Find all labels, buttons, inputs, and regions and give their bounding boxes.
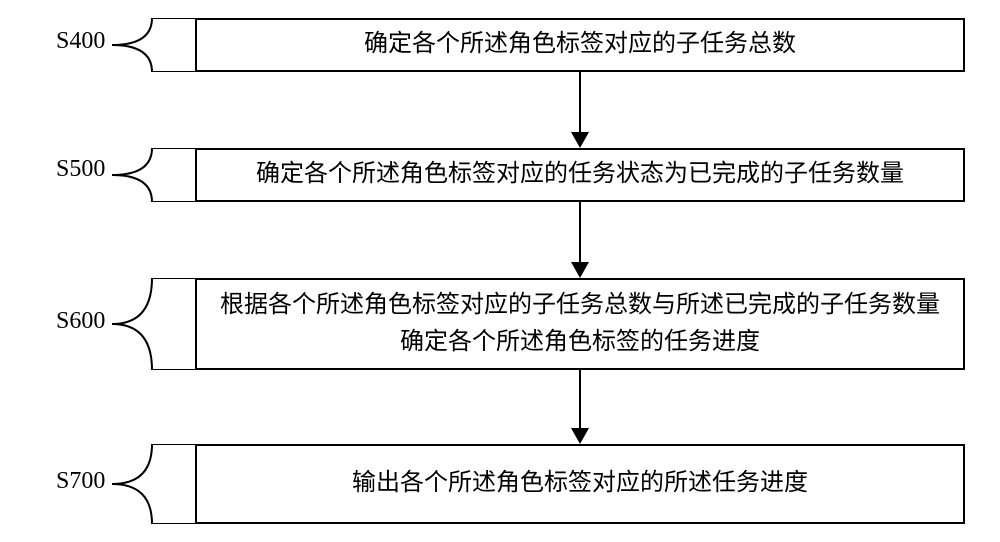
step-label-s500: S500 xyxy=(56,156,105,183)
label-connector xyxy=(112,444,195,524)
arrow-line xyxy=(579,370,581,428)
step-box-s500: 确定各个所述角色标签对应的任务状态为已完成的子任务数量 xyxy=(195,148,965,202)
label-connector xyxy=(112,278,195,370)
label-connector xyxy=(112,18,195,72)
arrow-line xyxy=(579,202,581,262)
label-connector xyxy=(112,148,195,202)
step-box-s600: 根据各个所述角色标签对应的子任务总数与所述已完成的子任务数量确定各个所述角色标签… xyxy=(195,278,965,370)
step-text: 确定各个所述角色标签对应的任务状态为已完成的子任务数量 xyxy=(256,156,904,193)
arrow-head-icon xyxy=(571,262,589,278)
arrow-head-icon xyxy=(571,428,589,444)
arrow-head-icon xyxy=(571,132,589,148)
step-text: 输出各个所述角色标签对应的所述任务进度 xyxy=(352,465,808,502)
arrow-line xyxy=(579,72,581,132)
step-text: 根据各个所述角色标签对应的子任务总数与所述已完成的子任务数量确定各个所述角色标签… xyxy=(215,287,945,361)
step-box-s400: 确定各个所述角色标签对应的子任务总数 xyxy=(195,18,965,72)
step-label-s600: S600 xyxy=(56,308,105,335)
flowchart-canvas: S400 确定各个所述角色标签对应的子任务总数 S500 确定各个所述角色标签对… xyxy=(0,0,1000,542)
step-box-s700: 输出各个所述角色标签对应的所述任务进度 xyxy=(195,444,965,524)
step-label-s400: S400 xyxy=(56,28,105,55)
step-text: 确定各个所述角色标签对应的子任务总数 xyxy=(364,26,796,63)
step-label-s700: S700 xyxy=(56,468,105,495)
